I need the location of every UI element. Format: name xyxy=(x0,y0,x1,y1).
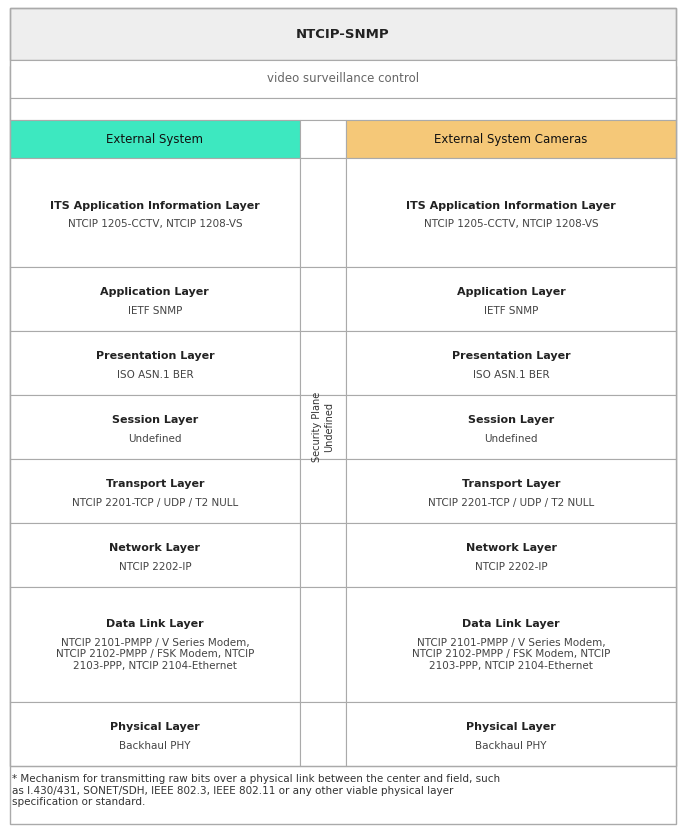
Text: NTCIP 2202-IP: NTCIP 2202-IP xyxy=(475,562,547,572)
Text: NTCIP 1205-CCTV, NTCIP 1208-VS: NTCIP 1205-CCTV, NTCIP 1208-VS xyxy=(424,219,598,229)
Text: Transport Layer: Transport Layer xyxy=(462,479,560,489)
Text: IETF SNMP: IETF SNMP xyxy=(128,305,182,315)
Bar xyxy=(300,458,346,522)
Text: NTCIP 2101-PMPP / V Series Modem,
NTCIP 2102-PMPP / FSK Modem, NTCIP
2103-PPP, N: NTCIP 2101-PMPP / V Series Modem, NTCIP … xyxy=(56,637,254,671)
Text: NTCIP 2101-PMPP / V Series Modem,
NTCIP 2102-PMPP / FSK Modem, NTCIP
2103-PPP, N: NTCIP 2101-PMPP / V Series Modem, NTCIP … xyxy=(412,637,611,671)
Bar xyxy=(346,395,676,458)
Text: Application Layer: Application Layer xyxy=(100,287,209,297)
Bar xyxy=(10,158,300,267)
Text: Network Layer: Network Layer xyxy=(466,543,556,553)
Bar xyxy=(300,331,346,395)
Text: Network Layer: Network Layer xyxy=(109,543,200,553)
Bar xyxy=(346,458,676,522)
Text: ITS Application Information Layer: ITS Application Information Layer xyxy=(50,201,260,210)
Bar xyxy=(346,587,676,702)
Text: Backhaul PHY: Backhaul PHY xyxy=(119,740,191,750)
Bar xyxy=(10,8,676,60)
Bar xyxy=(346,158,676,267)
Text: Backhaul PHY: Backhaul PHY xyxy=(475,740,547,750)
Text: Undefined: Undefined xyxy=(484,433,538,443)
Text: NTCIP 2202-IP: NTCIP 2202-IP xyxy=(119,562,191,572)
Text: External System Cameras: External System Cameras xyxy=(434,132,588,146)
Bar xyxy=(10,587,300,702)
Bar xyxy=(10,522,300,587)
Text: Session Layer: Session Layer xyxy=(112,415,198,425)
Bar xyxy=(300,702,346,766)
Text: IETF SNMP: IETF SNMP xyxy=(484,305,539,315)
Text: ISO ASN.1 BER: ISO ASN.1 BER xyxy=(117,369,193,379)
Bar xyxy=(346,702,676,766)
Bar xyxy=(300,395,346,458)
Text: Application Layer: Application Layer xyxy=(457,287,565,297)
Bar xyxy=(10,267,300,331)
Text: NTCIP 2201-TCP / UDP / T2 NULL: NTCIP 2201-TCP / UDP / T2 NULL xyxy=(428,498,594,508)
Bar xyxy=(346,522,676,587)
Bar xyxy=(346,267,676,331)
Text: Physical Layer: Physical Layer xyxy=(466,722,556,732)
Text: NTCIP 2201-TCP / UDP / T2 NULL: NTCIP 2201-TCP / UDP / T2 NULL xyxy=(72,498,238,508)
Text: Physical Layer: Physical Layer xyxy=(110,722,200,732)
Bar xyxy=(10,458,300,522)
Text: Data Link Layer: Data Link Layer xyxy=(462,619,560,629)
Text: Session Layer: Session Layer xyxy=(468,415,554,425)
Text: Security Plane
Undefined: Security Plane Undefined xyxy=(312,392,334,462)
Bar xyxy=(10,395,300,458)
Text: Data Link Layer: Data Link Layer xyxy=(106,619,204,629)
Text: External System: External System xyxy=(106,132,203,146)
Text: NTCIP 1205-CCTV, NTCIP 1208-VS: NTCIP 1205-CCTV, NTCIP 1208-VS xyxy=(67,219,242,229)
Bar xyxy=(10,331,300,395)
Bar xyxy=(300,587,346,702)
Text: Presentation Layer: Presentation Layer xyxy=(95,351,214,361)
Bar xyxy=(10,60,676,98)
Bar xyxy=(10,98,676,120)
Bar xyxy=(346,120,676,158)
Text: ITS Application Information Layer: ITS Application Information Layer xyxy=(406,201,616,210)
Text: * Mechanism for transmitting raw bits over a physical link between the center an: * Mechanism for transmitting raw bits ov… xyxy=(12,774,500,807)
Text: Transport Layer: Transport Layer xyxy=(106,479,204,489)
Text: ISO ASN.1 BER: ISO ASN.1 BER xyxy=(473,369,549,379)
Text: NTCIP-SNMP: NTCIP-SNMP xyxy=(296,27,390,41)
Text: Presentation Layer: Presentation Layer xyxy=(452,351,571,361)
Bar xyxy=(300,120,346,158)
Bar xyxy=(300,158,346,267)
Bar xyxy=(300,267,346,331)
Text: Undefined: Undefined xyxy=(128,433,182,443)
Bar xyxy=(10,702,300,766)
Bar xyxy=(300,522,346,587)
Text: video surveillance control: video surveillance control xyxy=(267,72,419,86)
Bar xyxy=(346,331,676,395)
Bar xyxy=(10,120,300,158)
